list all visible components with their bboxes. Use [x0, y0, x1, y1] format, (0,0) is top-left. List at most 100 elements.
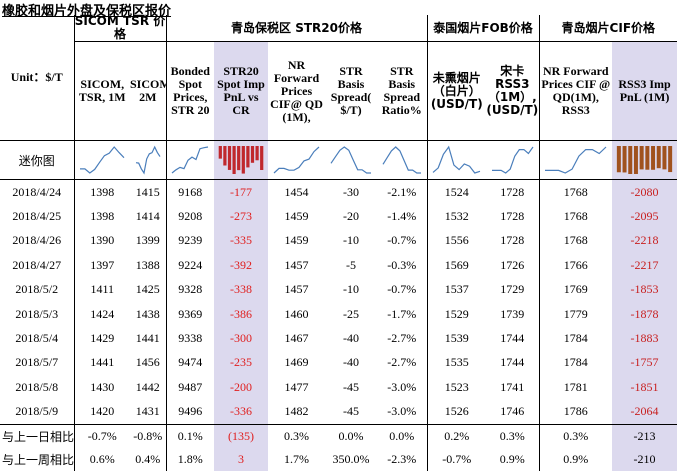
comparison-cell: -0.7% [73, 423, 130, 448]
sparkline-svg [80, 146, 125, 174]
comparison-cell: 1.8% [165, 447, 215, 471]
value-cell: -1757 [612, 350, 677, 376]
spark-line [545, 146, 607, 174]
comparison-label: 与上一周相比 [2, 452, 74, 467]
value-cell: -0.3% [387, 257, 417, 272]
spark-bar [255, 146, 259, 161]
sparkline [377, 140, 428, 180]
date-cell: 2018/5/9 [15, 404, 59, 419]
spark-line [80, 146, 125, 174]
comparison-cell: 0.6% [73, 447, 130, 471]
sicom-1m-header: SICOM, TSR, 1M [73, 41, 130, 141]
value-cell: -10 [343, 282, 360, 297]
sparkline-svg [432, 145, 481, 174]
spark-bar [622, 146, 627, 173]
value-cell: 1523 [426, 375, 487, 400]
comparison-cell: 0.1% [165, 423, 215, 448]
value-cell: 1442 [135, 379, 160, 394]
spark-bar [237, 146, 241, 171]
str-basis-header: STR Basis Spread( $/T) [325, 41, 378, 141]
value-cell: 9208 [165, 204, 215, 229]
table-row: 2018/5/4 1429 1441 9338 -300 1467 -40 -2.7% 1539… [0, 326, 677, 351]
value-cell: 1398 [73, 179, 130, 205]
value-cell: 1726 [500, 257, 525, 272]
value-cell: -177 [214, 179, 269, 205]
value-cell: 1768 [538, 204, 613, 229]
value-cell: 9328 [165, 277, 215, 302]
thai-fob-group-header: 泰国烟片FOB价格 [426, 15, 540, 42]
comparison-row: 与上一日相比 -0.7% -0.8% 0.1% (135) 0.3% 0.0% 0.0% 0.2… [0, 423, 677, 448]
table-row: 2018/5/3 1424 1438 9369 -386 1460 -25 -1.7% 1529… [0, 301, 677, 327]
comparison-cell: -0.8% [130, 423, 167, 448]
sparkline-svg [382, 146, 421, 174]
sparkline [325, 140, 378, 180]
value-cell: 1535 [426, 350, 487, 376]
value-cell: -392 [214, 253, 269, 278]
value-cell: 1768 [538, 179, 613, 205]
value-cell: 1744 [500, 355, 525, 370]
spark-bar [616, 146, 621, 173]
spark-bar [645, 146, 650, 170]
value-cell: 1441 [135, 331, 160, 346]
price-table: Unit：$/T SICOM TSR 价格 青岛保税区 STR20价格 泰国烟片… [0, 15, 677, 471]
value-cell: 1786 [538, 399, 613, 425]
value-cell: 1741 [500, 379, 525, 394]
str-ratio-header: STR Basis Spread Ratio% [377, 41, 428, 141]
spark-line [171, 146, 209, 174]
comparison-cell: 0.2% [426, 423, 487, 448]
comparison-cell: 1.7% [284, 451, 310, 466]
comparison-cell: 3 [214, 447, 269, 471]
value-cell: 1728 [500, 209, 525, 224]
value-cell: 1729 [500, 282, 525, 297]
value-cell: 1459 [284, 209, 309, 224]
date-cell: 2018/4/25 [12, 209, 62, 224]
sparkline [486, 140, 540, 180]
value-cell: 1460 [284, 306, 309, 321]
spark-bar [260, 146, 264, 170]
date-cell: 2018/5/4 [15, 331, 59, 346]
value-cell: -45 [343, 379, 360, 394]
songka-header: 宋卡 RSS3（1M）,(USD/T) [486, 41, 540, 141]
value-cell: 1524 [426, 179, 487, 205]
value-cell: 1779 [538, 301, 613, 327]
sparkline-svg [330, 146, 372, 174]
value-cell: 1744 [500, 331, 525, 346]
value-cell: -40 [343, 355, 360, 370]
value-cell: 1556 [426, 228, 487, 254]
value-cell: 1532 [426, 204, 487, 229]
value-cell: 9369 [165, 301, 215, 327]
value-cell: -25 [343, 306, 360, 321]
spark-line [491, 146, 534, 174]
value-cell: 1728 [500, 233, 525, 248]
value-cell: 1424 [73, 301, 130, 327]
spark-bar [232, 146, 236, 174]
comparison-label: 与上一日相比 [0, 423, 74, 448]
comparison-cell: -0.7% [426, 447, 487, 471]
value-cell: -2064 [612, 399, 677, 425]
sparkline [612, 140, 677, 180]
value-cell: 1482 [284, 404, 309, 419]
value-cell: 1431 [135, 404, 160, 419]
comparison-cell: 0.4% [135, 451, 161, 466]
spark-bar [633, 146, 638, 174]
value-cell: -10 [343, 233, 360, 248]
value-cell: 1399 [135, 233, 160, 248]
value-cell: -273 [214, 204, 269, 229]
date-cell: 2018/4/24 [12, 184, 62, 199]
table-row: 2018/4/27 1397 1388 9224 -392 1457 -5 -0.3% 1569… [0, 253, 677, 278]
value-cell: 1539 [426, 326, 487, 351]
sicom-2m-header: SICOM,TSR, 2M [130, 41, 167, 141]
spark-bar [250, 146, 255, 163]
sparkline-svg [616, 146, 673, 174]
value-cell: 9224 [165, 253, 215, 278]
spark-bar [656, 146, 661, 169]
value-cell: 1411 [73, 277, 130, 302]
value-cell: -1853 [612, 277, 677, 302]
table-row: 2018/5/9 1420 1431 9496 -336 1482 -45 -3.0% 1526… [0, 399, 677, 425]
comparison-cell: -2.3% [387, 451, 417, 466]
value-cell: 1438 [135, 306, 160, 321]
value-cell: 1529 [426, 301, 487, 327]
date-cell: 2018/4/27 [12, 257, 62, 272]
value-cell: -1.7% [387, 306, 417, 321]
qingdao-str-group-header: 青岛保税区 STR20价格 [165, 15, 428, 42]
